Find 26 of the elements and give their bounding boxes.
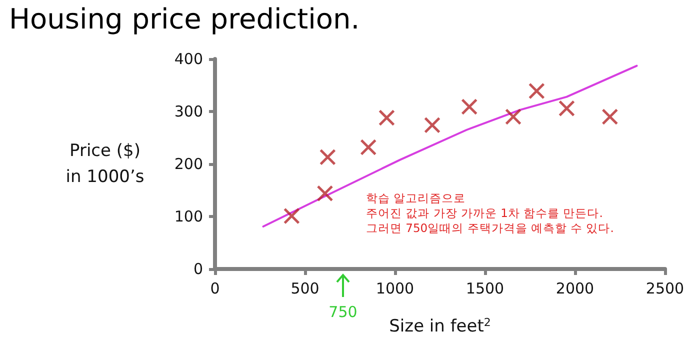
- chart-title: Housing price prediction.: [9, 2, 360, 36]
- point: [602, 108, 618, 125]
- y-axis-title: Price ($) in 1000’s: [66, 141, 144, 187]
- x-tick-label: 1000: [376, 280, 414, 298]
- point: [360, 138, 377, 156]
- y-tick-label: 300: [174, 102, 203, 120]
- y-tick-label: 0: [193, 260, 203, 278]
- y-tick-label: 200: [174, 155, 203, 173]
- point: [505, 108, 522, 125]
- point: [316, 185, 334, 202]
- point: [528, 82, 545, 100]
- x-tick-label: 1500: [466, 280, 504, 298]
- x-tick-label: 2500: [646, 280, 684, 298]
- point: [378, 110, 395, 126]
- x-tick-label: 0: [210, 280, 220, 298]
- point: [424, 116, 441, 134]
- annotation: 학습 알고리즘으로 주어진 값과 가장 가까운 1차 함수를 만든다. 그러면 750일때의 주택가격을 예측할 수 있다.: [366, 191, 614, 235]
- point: [558, 100, 575, 117]
- y-tick-label: 400: [174, 50, 203, 68]
- y-tick-label: 100: [174, 208, 203, 226]
- x-tick-label: 2000: [556, 280, 594, 298]
- text: 750: [328, 303, 358, 321]
- point: [461, 98, 478, 116]
- point: [283, 208, 300, 224]
- x-tick-label: 500: [290, 280, 320, 298]
- point: [319, 148, 336, 166]
